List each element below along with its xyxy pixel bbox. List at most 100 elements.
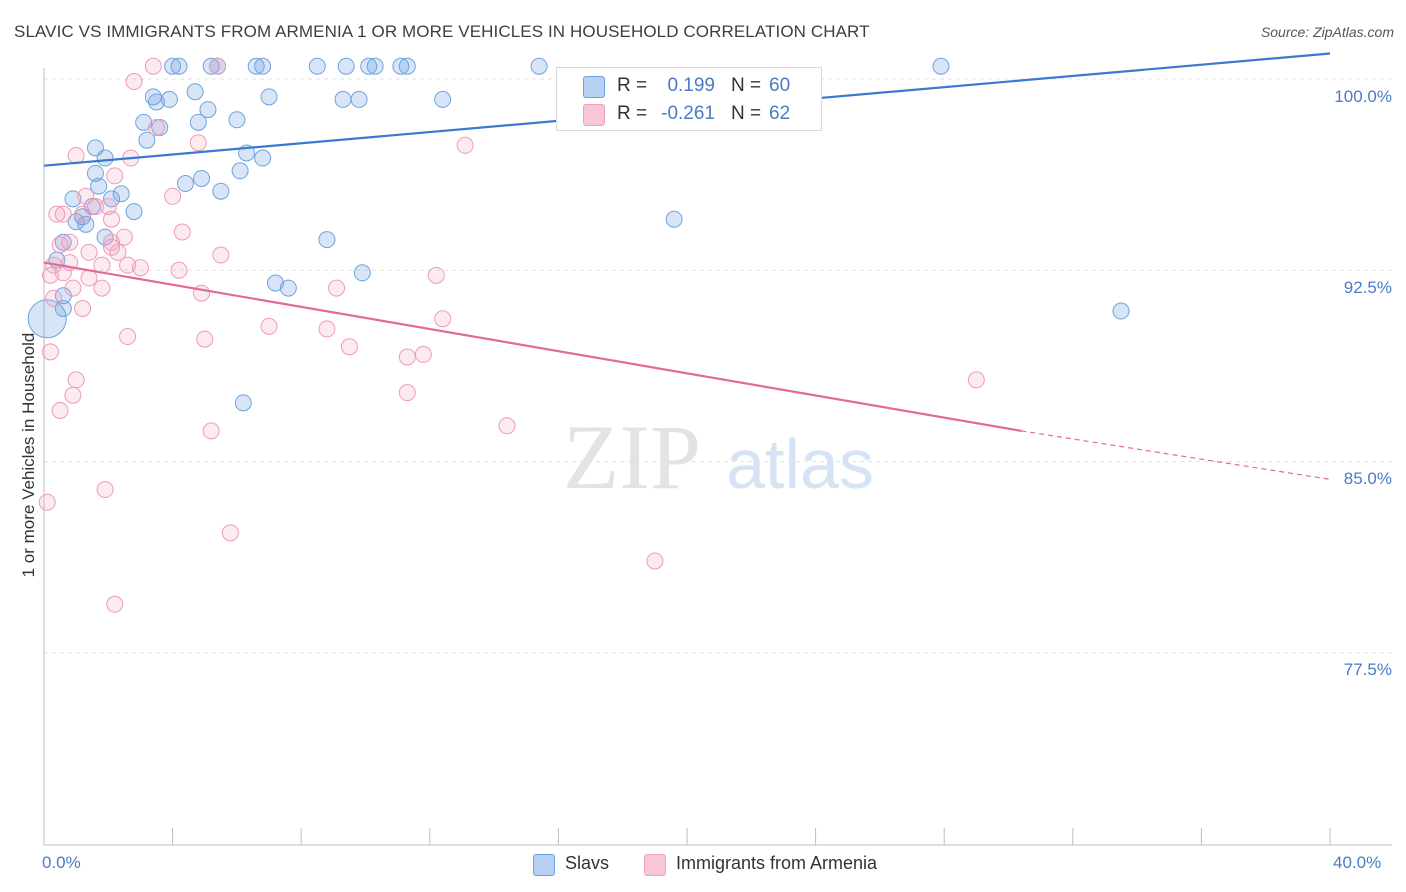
slavs-point xyxy=(27,299,67,339)
slavs-point xyxy=(231,162,249,180)
armenia-point xyxy=(164,187,182,205)
armenia-point xyxy=(144,57,162,75)
slavs-swatch xyxy=(533,854,555,876)
armenia-r-value: -0.261 xyxy=(661,103,715,124)
slavs-point xyxy=(202,57,220,75)
armenia-point xyxy=(38,493,56,511)
armenia-point xyxy=(967,371,985,389)
chart-title: SLAVIC VS IMMIGRANTS FROM ARMENIA 1 OR M… xyxy=(14,22,870,41)
armenia-point xyxy=(109,243,127,261)
y-tick-label: 77.5% xyxy=(1343,660,1392,679)
armenia-point xyxy=(64,386,82,404)
armenia-point xyxy=(398,348,416,366)
slavs-point xyxy=(254,149,272,167)
slavs-point xyxy=(199,101,217,119)
slavs-point xyxy=(350,90,368,108)
slavs-point xyxy=(228,111,246,129)
armenia-point xyxy=(189,134,207,152)
armenia-point xyxy=(115,228,133,246)
armenia-point xyxy=(260,317,278,335)
armenia-point xyxy=(148,118,166,136)
slavs-point xyxy=(170,57,188,75)
armenia-point xyxy=(106,167,124,185)
slavs-point xyxy=(148,93,166,111)
y-tick-label: 92.5% xyxy=(1343,278,1392,297)
armenia-point xyxy=(45,289,63,307)
armenia-swatch xyxy=(644,854,666,876)
slavs-point xyxy=(318,231,336,249)
armenia-point xyxy=(170,261,188,279)
armenia-point xyxy=(74,300,92,317)
armenia-point xyxy=(193,284,211,302)
armenia-point xyxy=(131,259,149,277)
slavs-point xyxy=(135,113,153,131)
armenia-point xyxy=(99,198,117,215)
armenia-point xyxy=(427,266,445,284)
slavs-swatch xyxy=(583,76,605,98)
slavs-point xyxy=(54,233,72,251)
slavs-point xyxy=(125,203,143,221)
armenia-point xyxy=(221,524,239,542)
watermark-zip: ZIP xyxy=(563,406,701,508)
slavs-point xyxy=(266,274,284,292)
slavs-point xyxy=(254,57,272,75)
r-label: R = xyxy=(617,103,648,124)
armenia-point xyxy=(48,205,66,223)
slavs-point xyxy=(189,113,207,131)
slavs-r-value: 0.199 xyxy=(667,75,715,96)
armenia-point xyxy=(54,205,72,223)
armenia-point xyxy=(119,328,137,346)
slavs-point xyxy=(112,185,130,203)
y-tick-label: 100.0% xyxy=(1334,87,1392,106)
slavs-point xyxy=(366,57,384,75)
armenia-point xyxy=(103,233,121,251)
n-label: N = xyxy=(731,103,762,124)
armenia-point xyxy=(456,136,474,154)
armenia-point xyxy=(80,243,98,261)
armenia-point xyxy=(209,57,227,75)
slavs-point xyxy=(334,90,352,108)
armenia-point xyxy=(51,236,69,254)
armenia-swatch xyxy=(583,104,605,126)
armenia-point xyxy=(64,279,82,297)
n-label: N = xyxy=(731,75,762,96)
slavs-point xyxy=(665,210,683,228)
armenia-point xyxy=(103,210,121,228)
slavs-point xyxy=(176,175,194,193)
slavs-point xyxy=(193,169,211,187)
slavs-point xyxy=(337,57,355,75)
slavs-point xyxy=(160,90,178,108)
slavs-point xyxy=(90,177,108,195)
armenia-point xyxy=(202,422,220,440)
armenia-point xyxy=(125,73,143,91)
legend-row-slavs: R = 0.199 N = 60 xyxy=(557,72,821,100)
slavs-point xyxy=(77,215,95,233)
slavs-n-value: 60 xyxy=(769,75,791,96)
slavs-point xyxy=(398,57,416,75)
chart-source: Source: ZipAtlas.com xyxy=(1260,24,1394,40)
slavs-point xyxy=(360,57,378,75)
slavs-point xyxy=(308,57,326,75)
correlation-legend: R = 0.199 N = 60 R = -0.261 N = 62 xyxy=(556,67,822,131)
slavs-point xyxy=(247,57,265,75)
armenia-n-value: 62 xyxy=(769,103,791,124)
armenia-point xyxy=(106,595,124,613)
slavs-point xyxy=(392,57,410,75)
slavs-point xyxy=(234,394,252,412)
armenia-point xyxy=(67,147,85,164)
armenia-point xyxy=(54,264,72,282)
armenia-point xyxy=(318,320,336,338)
slavs-point xyxy=(932,57,950,75)
armenia-point xyxy=(398,384,416,402)
slavs-point xyxy=(530,57,548,75)
armenia-point xyxy=(212,246,230,264)
armenia-point xyxy=(414,345,432,363)
armenia-point xyxy=(328,279,346,297)
armenia-point xyxy=(119,256,137,274)
slavs-point xyxy=(212,182,230,200)
legend-row-armenia: R = -0.261 N = 62 xyxy=(557,100,821,128)
legend-label: Slavs xyxy=(565,853,610,873)
watermark-atlas: atlas xyxy=(726,425,874,503)
slavs-point xyxy=(186,83,204,101)
armenia-point xyxy=(41,266,59,284)
